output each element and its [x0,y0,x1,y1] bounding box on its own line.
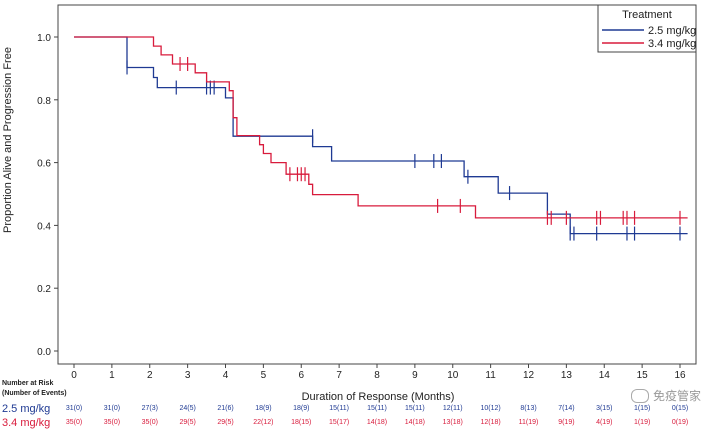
risk-cell: 18(9) [255,405,272,412]
risk-table-subtitle: (Number of Events) [2,390,67,397]
y-tick-label: 0.4 [37,221,51,232]
risk-cell: 15(17) [329,419,350,426]
x-tick-label: 9 [412,370,418,381]
risk-cell: 9(19) [558,419,575,426]
plot-frame [57,4,697,365]
x-tick-label: 0 [71,370,77,381]
x-tick-label: 6 [298,370,304,381]
risk-cell: 15(11) [329,405,349,412]
risk-cell: 3(15) [596,405,613,412]
x-tick-label: 7 [336,370,342,381]
risk-cell: 15(11) [405,405,425,412]
y-tick-label: 0.2 [37,284,51,295]
risk-cell: 0(19) [671,419,689,426]
risk-cell: 13(18) [442,419,463,426]
x-tick-label: 15 [637,370,649,381]
x-tick-label: 11 [485,370,496,381]
risk-cell: 1(19) [633,419,651,426]
legend-label-1: 2.5 mg/kg [648,25,696,37]
risk-cell: 15(11) [367,405,387,412]
risk-cell: 27(3) [141,405,158,412]
x-tick-label: 1 [109,370,115,381]
legend-label-2: 3.4 mg/kg [648,38,696,50]
risk-cell: 12(11) [442,405,463,412]
wechat-icon [630,388,649,403]
x-axis-label: Duration of Response (Months) [302,391,455,403]
risk-cell: 1(15) [633,405,651,412]
risk-cell: 11(19) [518,419,539,426]
x-tick-label: 8 [374,370,380,381]
risk-cell: 7(14) [558,405,575,412]
risk-cell: 21(6) [217,405,234,412]
y-tick-label: 0.0 [37,347,51,358]
risk-cell: 31(0) [65,405,83,412]
watermark: 免疫管家 [630,387,701,404]
risk-cell: 29(5) [179,419,196,426]
risk-cell: 24(5) [179,405,196,412]
risk-cell: 14(18) [366,419,388,426]
risk-cell: 22(12) [253,419,274,426]
x-tick-label: 10 [447,370,459,381]
risk-cell: 29(5) [217,419,234,426]
risk-cell: 4(19) [596,419,613,426]
legend-title: Treatment [622,9,672,21]
risk-cell: 10(12) [480,405,501,412]
risk-cell: 31(0) [103,405,121,412]
x-tick-label: 5 [261,370,267,381]
risk-cell: 35(0) [103,419,121,426]
risk-cell: 14(18) [404,419,425,426]
legend-box [597,4,697,53]
x-tick-label: 3 [185,370,191,381]
risk-row-label-1: 2.5 mg/kg [2,403,51,415]
y-tick-label: 1.0 [37,33,51,44]
risk-table-title: Number at Risk [2,380,54,387]
series-line-1 [74,36,688,235]
x-tick-label: 13 [561,370,573,381]
x-tick-label: 12 [523,370,535,381]
risk-cell: 35(0) [141,419,158,426]
risk-cell: 18(15) [291,419,312,426]
y-tick-label: 0.6 [37,159,51,170]
risk-cell: 35(0) [65,419,83,426]
x-tick-label: 16 [674,370,686,381]
y-tick-label: 0.8 [37,96,51,107]
x-tick-label: 4 [223,370,229,381]
risk-cell: 18(9) [293,405,310,412]
risk-cell: 12(18) [480,419,501,426]
risk-cell: 8(13) [520,405,537,412]
risk-row-label-2: 3.4 mg/kg [2,417,51,429]
watermark-text: 免疫管家 [652,389,701,403]
series-line-2 [74,36,688,219]
x-tick-label: 14 [599,370,611,381]
y-axis-label: Proportion Alive and Progression Free [2,47,14,233]
risk-cell: 0(15) [671,405,689,412]
x-tick-label: 2 [147,370,153,381]
